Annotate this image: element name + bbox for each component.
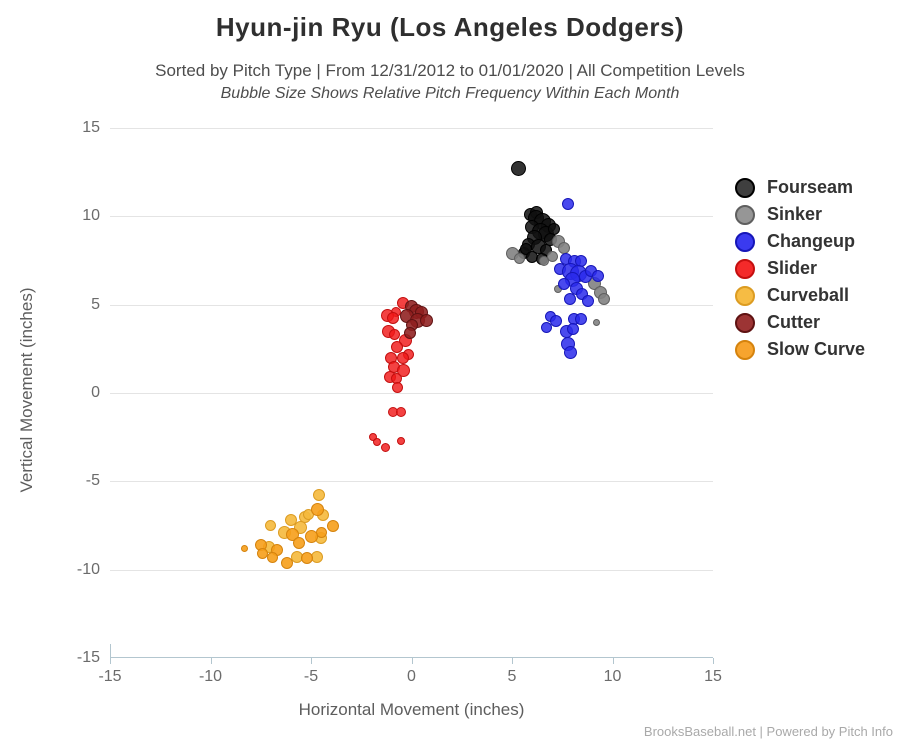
data-point-slow-curve[interactable]	[304, 529, 318, 543]
legend-label-cutter: Cutter	[767, 312, 820, 332]
data-point-cutter[interactable]	[420, 314, 434, 328]
data-point-changeup[interactable]	[564, 293, 577, 306]
legend-item-slider[interactable]: Slider	[735, 255, 865, 282]
data-point-slider[interactable]	[373, 438, 382, 447]
data-point-slow-curve[interactable]	[300, 552, 313, 565]
legend-label-slider: Slider	[767, 258, 818, 278]
data-point-slider[interactable]	[391, 341, 404, 354]
data-point-slider[interactable]	[397, 351, 410, 364]
legend-label-curveball: Curveball	[767, 285, 850, 305]
footer-credit: BrooksBaseball.net | Powered by Pitch In…	[643, 724, 893, 739]
gridline-y--5	[110, 481, 713, 483]
data-point-slider[interactable]	[387, 311, 400, 324]
chart-title: Hyun-jin Ryu (Los Angeles Dodgers)	[215, 12, 685, 42]
data-point-changeup[interactable]	[582, 295, 595, 308]
data-point-changeup[interactable]	[562, 197, 575, 210]
data-point-curveball[interactable]	[313, 489, 326, 502]
legend-swatch-fourseam	[735, 177, 755, 198]
y-tick-label-0: 0	[91, 384, 100, 401]
x-tick-label--15: -15	[98, 668, 122, 685]
data-point-changeup[interactable]	[592, 270, 605, 283]
data-point-curveball[interactable]	[284, 514, 297, 527]
data-point-changeup[interactable]	[575, 312, 588, 325]
data-point-changeup[interactable]	[567, 323, 580, 336]
legend-item-fourseam[interactable]: Fourseam	[735, 174, 865, 201]
x-tick-label-0: 0	[407, 668, 416, 685]
x-axis-line	[110, 657, 713, 658]
legend-item-sinker[interactable]: Sinker	[735, 201, 865, 228]
data-point-changeup[interactable]	[558, 278, 571, 291]
x-tick--5	[311, 658, 312, 664]
legend-swatch-cutter	[735, 312, 755, 333]
plot-area	[110, 115, 714, 664]
y-tick-label--15: -15	[76, 649, 100, 666]
legend-item-cutter[interactable]: Cutter	[735, 309, 865, 336]
y-axis-title: Vertical Movement (inches)	[17, 287, 36, 493]
gridline-y--10	[110, 569, 713, 571]
y-axis-stub	[110, 644, 111, 658]
data-point-slider[interactable]	[391, 382, 403, 394]
data-point-slider[interactable]	[369, 433, 378, 442]
data-point-slider[interactable]	[388, 329, 400, 341]
data-point-sinker[interactable]	[598, 293, 611, 306]
gridline-y-15	[110, 128, 713, 129]
x-tick-label-5: 5	[507, 668, 517, 685]
data-point-cutter[interactable]	[404, 326, 417, 339]
data-point-slow-curve[interactable]	[241, 544, 249, 552]
x-axis-title: Horizontal Movement (inches)	[298, 700, 525, 719]
data-point-curveball[interactable]	[265, 520, 277, 531]
data-point-fourseam[interactable]	[510, 161, 526, 177]
y-tick-label--5: -5	[85, 472, 100, 490]
x-tick--10	[210, 658, 212, 664]
legend-item-curveball[interactable]: Curveball	[735, 282, 865, 309]
x-tick-15	[713, 658, 714, 664]
chart-note: Bubble Size Shows Relative Pitch Frequen…	[220, 85, 680, 102]
chart-subtitle: Sorted by Pitch Type | From 12/31/2012 t…	[155, 61, 745, 80]
legend-swatch-sinker	[735, 204, 755, 225]
data-point-slow-curve[interactable]	[292, 537, 305, 550]
y-tick-label--10: -10	[76, 560, 100, 578]
y-tick-label-5: 5	[91, 295, 100, 313]
data-point-changeup[interactable]	[563, 345, 577, 359]
data-point-sinker[interactable]	[513, 253, 525, 265]
gridline-y-10	[110, 216, 713, 218]
x-tick-label--10: -10	[198, 668, 223, 685]
x-tick--15	[110, 658, 111, 664]
x-tick-10	[612, 658, 614, 664]
legend-label-slow-curve: Slow Curve	[767, 339, 866, 359]
y-tick-label-15: 15	[82, 119, 100, 136]
legend-swatch-slow-curve	[735, 339, 755, 360]
data-point-sinker[interactable]	[546, 250, 558, 262]
data-point-changeup[interactable]	[550, 314, 563, 327]
data-point-slow-curve[interactable]	[267, 551, 279, 563]
gridline-y-0	[110, 393, 713, 394]
x-tick-label-10: 10	[603, 668, 622, 685]
legend-label-changeup: Changeup	[767, 231, 855, 251]
data-point-slow-curve[interactable]	[327, 519, 340, 532]
legend-swatch-slider	[735, 258, 755, 279]
data-point-slider[interactable]	[396, 407, 407, 418]
data-point-changeup[interactable]	[540, 322, 552, 334]
data-point-slow-curve[interactable]	[310, 503, 324, 517]
x-tick-0	[411, 658, 413, 664]
legend-item-changeup[interactable]: Changeup	[735, 228, 865, 255]
data-point-slider[interactable]	[397, 436, 406, 445]
legend-swatch-changeup	[735, 231, 755, 252]
data-point-slider[interactable]	[380, 443, 390, 453]
legend-label-sinker: Sinker	[767, 204, 823, 224]
legend-swatch-curveball	[735, 285, 755, 306]
x-tick-label--5: -5	[303, 668, 319, 685]
legend-item-slow-curve[interactable]: Slow Curve	[735, 336, 865, 363]
x-tick-5	[512, 658, 513, 664]
data-point-sinker[interactable]	[592, 318, 600, 326]
y-tick-label-10: 10	[82, 207, 100, 225]
data-point-slider[interactable]	[396, 363, 410, 377]
data-point-slow-curve[interactable]	[280, 556, 293, 569]
legend: Fourseam Sinker Changeup Slider Curveball Cut…	[735, 174, 865, 363]
x-tick-label-15: 15	[704, 668, 722, 685]
legend-label-fourseam: Fourseam	[767, 177, 854, 197]
